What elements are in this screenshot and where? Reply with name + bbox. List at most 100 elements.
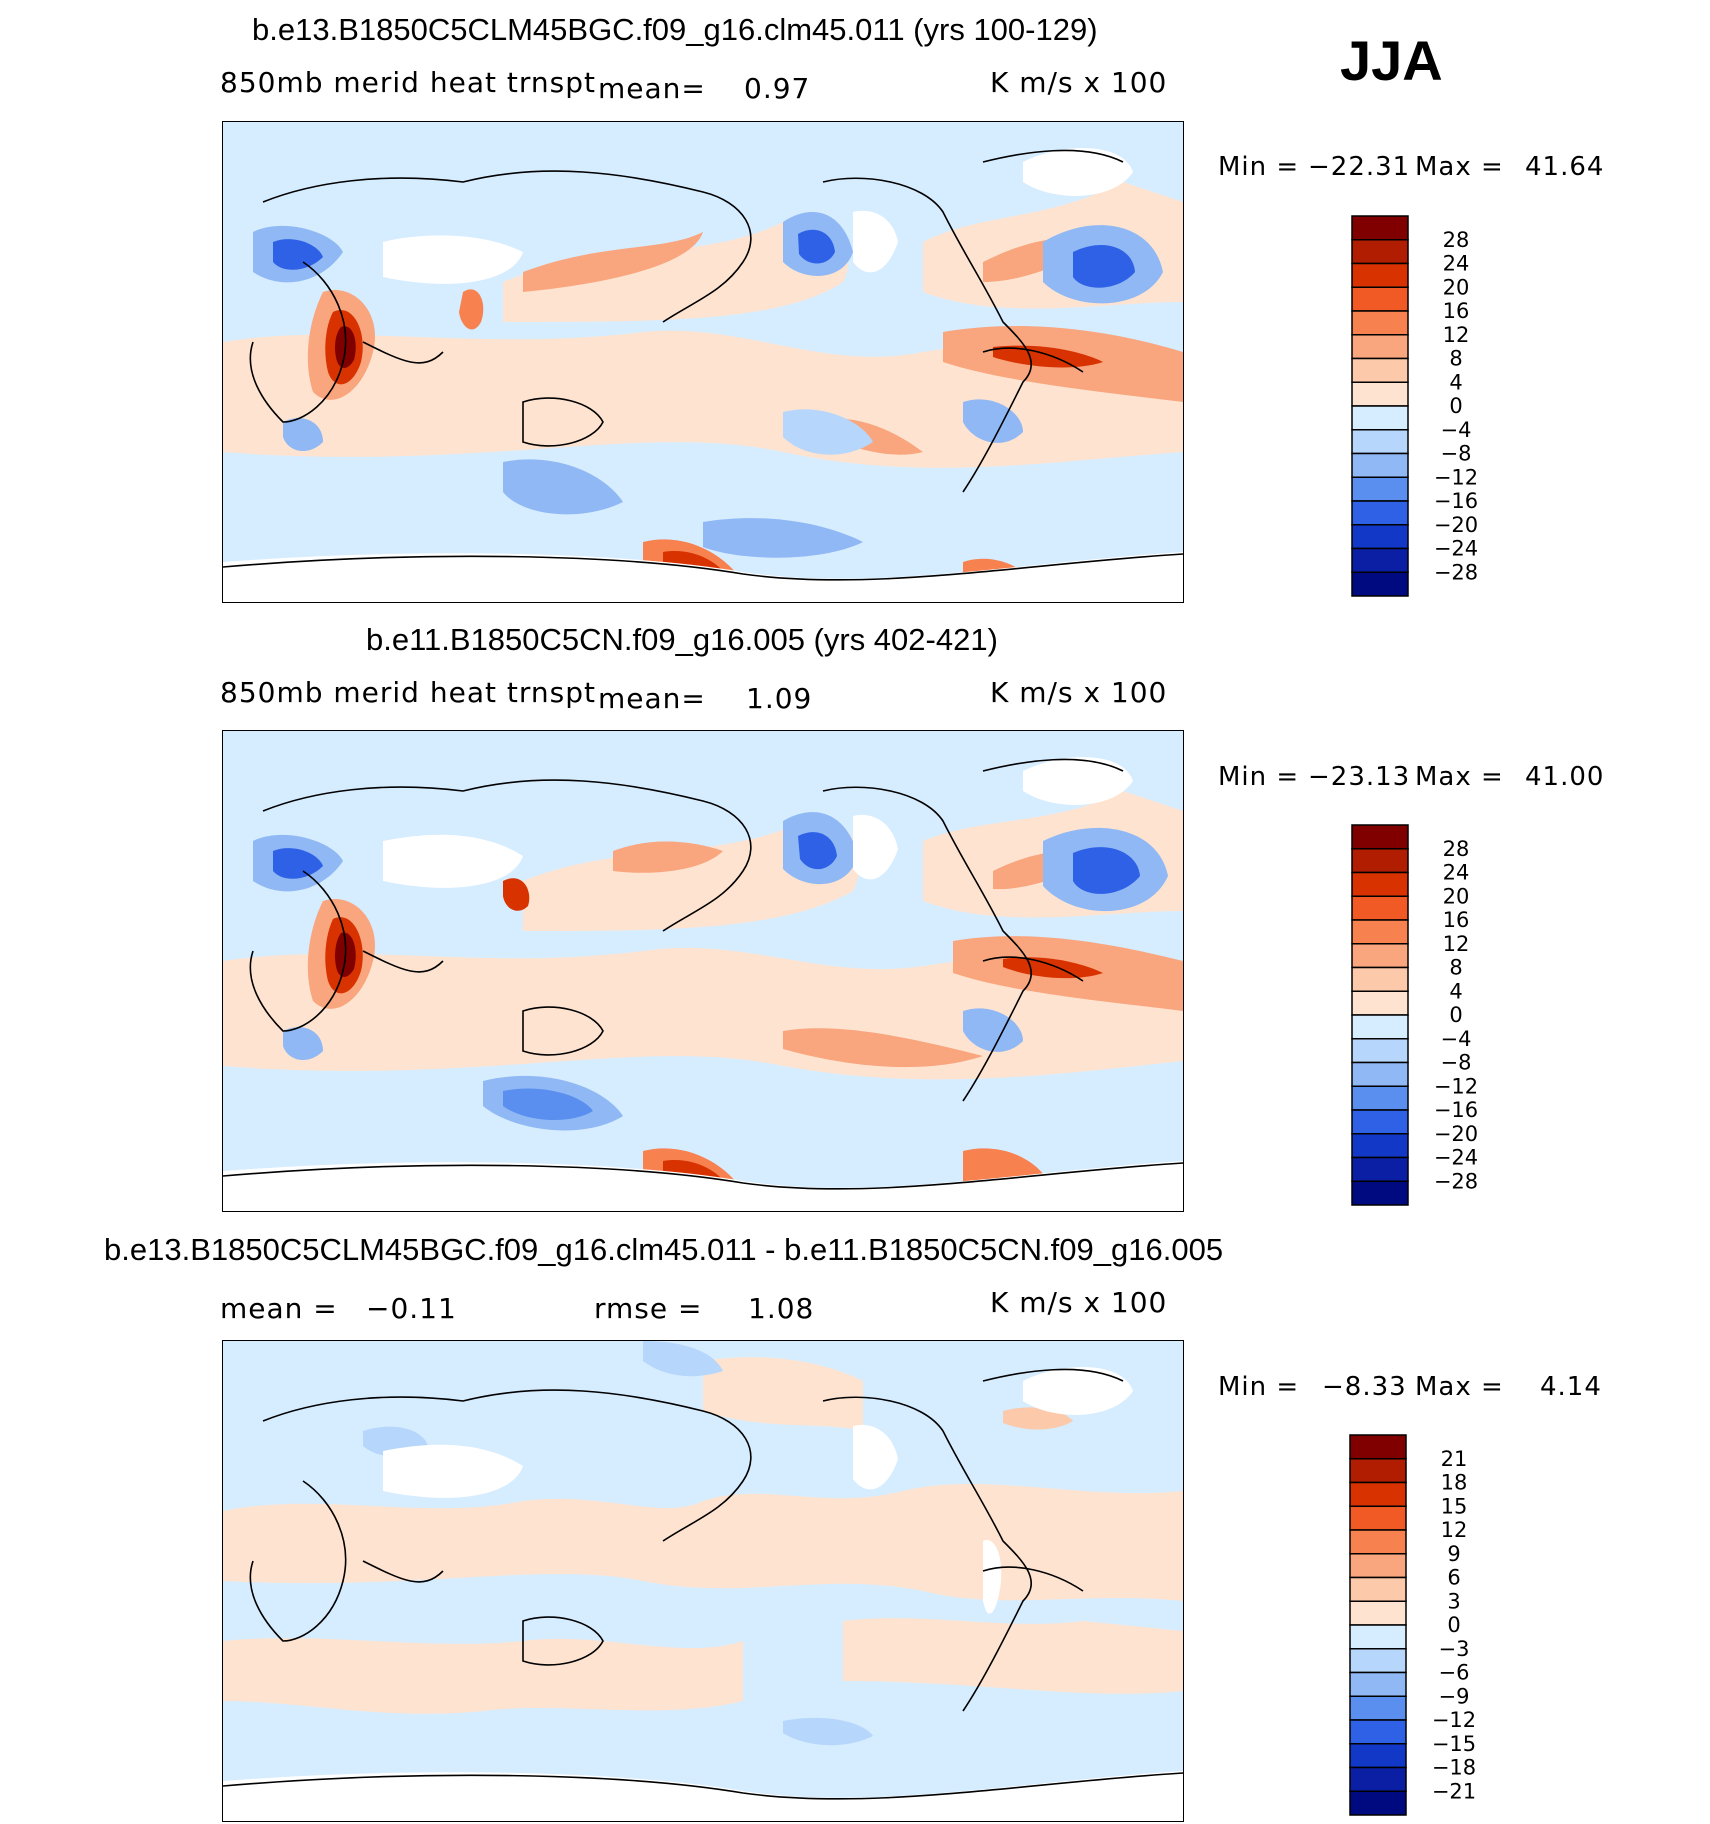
colorbar-swatch <box>1351 1038 1409 1064</box>
colorbar-tick-label: 8 <box>1449 956 1462 980</box>
panel-3-rmse-label: rmse = <box>594 1292 703 1325</box>
colorbar-tick-label: 15 <box>1441 1494 1468 1518</box>
colorbar-swatch <box>1351 1014 1409 1040</box>
colorbar-tick-label: −21 <box>1432 1779 1476 1803</box>
colorbar-swatch <box>1351 1109 1409 1135</box>
panel-2-max-value: 41.00 <box>1525 762 1605 792</box>
season-label: JJA <box>1340 29 1443 92</box>
colorbar-tick-label: −6 <box>1439 1661 1470 1685</box>
colorbar-swatch <box>1351 1156 1409 1182</box>
colorbar-tick-label: 28 <box>1443 837 1470 861</box>
colorbar-swatch <box>1351 239 1409 265</box>
panel-3-max-value: 4.14 <box>1540 1372 1602 1402</box>
colorbar-tick-label: 3 <box>1447 1589 1460 1613</box>
colorbar-swatch <box>1351 1061 1409 1087</box>
colorbar-tick-label: 21 <box>1441 1447 1468 1471</box>
colorbar-tick-label: 4 <box>1449 370 1462 394</box>
colorbar-tick-label: −3 <box>1439 1637 1470 1661</box>
colorbar-swatch <box>1349 1743 1407 1769</box>
colorbar-swatch <box>1351 571 1409 597</box>
panel-1-field-svg <box>223 122 1183 602</box>
panel-1-max-value: 41.64 <box>1525 152 1605 182</box>
colorbar-tick-label: −12 <box>1434 1074 1478 1098</box>
colorbar-swatch <box>1349 1671 1407 1697</box>
panel-1-map <box>222 121 1184 603</box>
panel-1-min-value: −22.31 <box>1308 152 1411 182</box>
colorbar-tick-label: −4 <box>1441 418 1472 442</box>
panel-3-min-label: Min = <box>1218 1372 1300 1402</box>
colorbar-tick-label: −4 <box>1441 1027 1472 1051</box>
colorbar-tick-label: 0 <box>1447 1613 1460 1637</box>
panel-3-title: b.e13.B1850C5CLM45BGC.f09_g16.clm45.011 … <box>104 1232 1224 1267</box>
colorbar-tick-label: 4 <box>1449 979 1462 1003</box>
colorbar-tick-label: −24 <box>1434 537 1478 561</box>
panel-2-min-value: −23.13 <box>1308 762 1411 792</box>
colorbar-tick-label: −8 <box>1441 442 1472 466</box>
colorbar-swatch <box>1349 1481 1407 1507</box>
colorbar-swatch <box>1351 381 1409 407</box>
colorbar-tick-label: 16 <box>1443 299 1470 323</box>
colorbar-swatch <box>1349 1790 1407 1816</box>
panel-2-variable-label: 850mb merid heat trnspt <box>220 676 596 709</box>
colorbar-tick-label: −15 <box>1432 1732 1476 1756</box>
panel-1-colorbar: 28 24 20 16 12 8 4 0 −4 −8 −12 −16 −20 −24 −28 <box>1350 214 1550 597</box>
panel-2-field-svg <box>223 731 1183 1211</box>
colorbar-swatch <box>1351 357 1409 383</box>
colorbar-swatch <box>1349 1624 1407 1650</box>
colorbar-swatch <box>1351 919 1409 945</box>
colorbar-swatch <box>1351 476 1409 502</box>
colorbar-swatch <box>1351 1085 1409 1111</box>
panel-3-field-svg <box>223 1341 1183 1821</box>
colorbar-swatch <box>1351 871 1409 897</box>
panel-3-map <box>222 1340 1184 1822</box>
colorbar-tick-label: −24 <box>1434 1146 1478 1170</box>
panel-2-mean-value: 1.09 <box>746 682 813 715</box>
colorbar-swatch <box>1351 334 1409 360</box>
panel-2-colorbar: 28 24 20 16 12 8 4 0 −4 −8 −12 −16 −20 −24 −28 <box>1350 823 1550 1206</box>
colorbar-tick-label: −16 <box>1434 489 1478 513</box>
colorbar-swatch <box>1351 966 1409 992</box>
colorbar-swatch <box>1349 1576 1407 1602</box>
colorbar-swatch <box>1349 1648 1407 1674</box>
colorbar-swatch <box>1351 895 1409 921</box>
colorbar-tick-label: 24 <box>1443 861 1470 885</box>
panel-3-mean-label: mean = <box>220 1292 338 1325</box>
panel-1-units: K m/s x 100 <box>990 66 1168 99</box>
colorbar-tick-label: 12 <box>1443 932 1470 956</box>
panel-3-max-label: Max = <box>1415 1372 1504 1402</box>
colorbar-tick-label: −9 <box>1439 1684 1470 1708</box>
colorbar-swatch <box>1351 452 1409 478</box>
colorbar-tick-label: −18 <box>1432 1756 1476 1780</box>
panel-3-colorbar: 21 18 15 12 9 6 3 0 −3 −6 −9 −12 −15 −18 −21 <box>1348 1433 1548 1816</box>
panel-1-title: b.e13.B1850C5CLM45BGC.f09_g16.clm45.011 … <box>252 12 1098 47</box>
panel-3-units: K m/s x 100 <box>990 1286 1168 1319</box>
panel-1-mean-value: 0.97 <box>744 72 811 105</box>
panel-2-map <box>222 730 1184 1212</box>
panel-1-variable-label: 850mb merid heat trnspt <box>220 66 596 99</box>
colorbar-swatch <box>1349 1766 1407 1792</box>
colorbar-tick-label: 12 <box>1441 1518 1468 1542</box>
colorbar-tick-label: 0 <box>1449 1003 1462 1027</box>
panel-2-title: b.e11.B1850C5CN.f09_g16.005 (yrs 402-421… <box>366 622 998 657</box>
colorbar-tick-label: −16 <box>1434 1098 1478 1122</box>
colorbar-swatch <box>1351 990 1409 1016</box>
colorbar-swatch <box>1351 848 1409 874</box>
colorbar-tick-label: 6 <box>1447 1566 1460 1590</box>
colorbar-tick-label: −12 <box>1432 1708 1476 1732</box>
panel-3-rmse-value: 1.08 <box>748 1292 815 1325</box>
colorbar-swatch <box>1351 1133 1409 1159</box>
colorbar-swatch <box>1351 1180 1409 1206</box>
colorbar-tick-label: −12 <box>1434 465 1478 489</box>
colorbar-swatch <box>1351 262 1409 288</box>
colorbar-swatch <box>1351 500 1409 526</box>
colorbar-swatch <box>1349 1529 1407 1555</box>
colorbar-swatch <box>1349 1600 1407 1626</box>
colorbar-tick-label: −20 <box>1434 1122 1478 1146</box>
panel-3-mean-value: −0.11 <box>366 1292 457 1325</box>
colorbar-tick-label: 9 <box>1447 1542 1460 1566</box>
colorbar-tick-label: 0 <box>1449 394 1462 418</box>
colorbar-swatch <box>1349 1458 1407 1484</box>
